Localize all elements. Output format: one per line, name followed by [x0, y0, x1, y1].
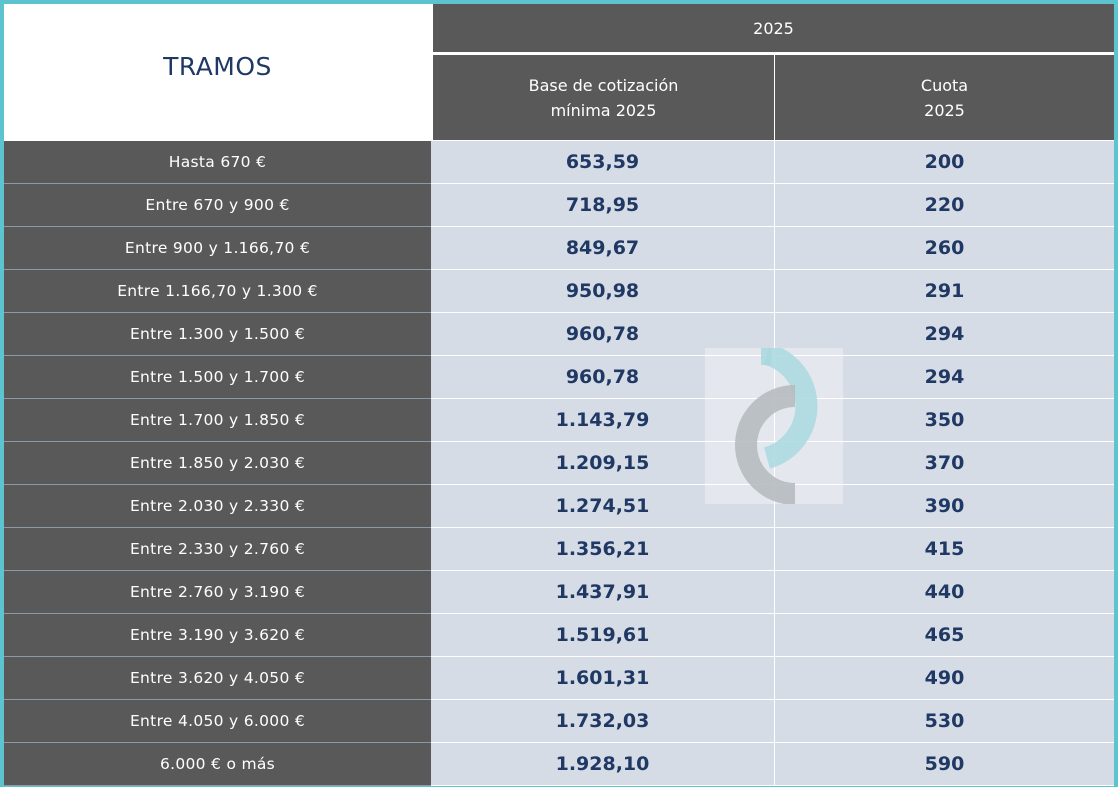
base-cell: 1.274,51	[431, 485, 774, 528]
tramo-cell: Entre 3.190 y 3.620 €	[4, 614, 431, 657]
table-row: Entre 2.760 y 3.190 € 1.437,91 440	[4, 571, 1114, 614]
cuota-cell: 370	[774, 442, 1114, 485]
table-row: Entre 900 y 1.166,70 € 849,67 260	[4, 227, 1114, 270]
cuota-cell: 415	[774, 528, 1114, 571]
cuota-cell: 590	[774, 743, 1114, 786]
base-cell: 849,67	[431, 227, 774, 270]
table-row: 6.000 € o más 1.928,10 590	[4, 743, 1114, 786]
base-cell: 1.732,03	[431, 700, 774, 743]
base-cell: 950,98	[431, 270, 774, 313]
cuota-cell: 294	[774, 356, 1114, 399]
table-row: Entre 2.330 y 2.760 € 1.356,21 415	[4, 528, 1114, 571]
base-cell: 1.519,61	[431, 614, 774, 657]
table-row: Entre 1.500 y 1.700 € 960,78 294	[4, 356, 1114, 399]
base-cell: 1.601,31	[431, 657, 774, 700]
tramo-cell: Entre 1.166,70 y 1.300 €	[4, 270, 431, 313]
tramo-cell: Entre 4.050 y 6.000 €	[4, 700, 431, 743]
base-cell: 1.928,10	[431, 743, 774, 786]
tramo-cell: Entre 2.760 y 3.190 €	[4, 571, 431, 614]
cuota-cell: 390	[774, 485, 1114, 528]
cuota-header: Cuota 2025	[775, 55, 1114, 140]
table-row: Entre 4.050 y 6.000 € 1.732,03 530	[4, 700, 1114, 743]
base-header-line1: Base de cotización	[528, 75, 679, 95]
cuota-cell: 350	[774, 399, 1114, 442]
tramo-cell: Hasta 670 €	[4, 141, 431, 184]
base-header-line2: mínima 2025	[550, 100, 657, 120]
cuota-cell: 490	[774, 657, 1114, 700]
table-row: Entre 670 y 900 € 718,95 220	[4, 184, 1114, 227]
table-row: Entre 1.300 y 1.500 € 960,78 294	[4, 313, 1114, 356]
base-cell: 653,59	[431, 141, 774, 184]
tramo-cell: Entre 670 y 900 €	[4, 184, 431, 227]
table-body: Hasta 670 € 653,59 200 Entre 670 y 900 €…	[4, 141, 1114, 786]
tramo-cell: Entre 1.700 y 1.850 €	[4, 399, 431, 442]
cuota-header-line2: 2025	[924, 100, 965, 120]
table-row: Entre 3.190 y 3.620 € 1.519,61 465	[4, 614, 1114, 657]
tramo-cell: Entre 2.030 y 2.330 €	[4, 485, 431, 528]
tramo-cell: Entre 1.500 y 1.700 €	[4, 356, 431, 399]
table-row: Entre 1.850 y 2.030 € 1.209,15 370	[4, 442, 1114, 485]
table-row: Entre 1.166,70 y 1.300 € 950,98 291	[4, 270, 1114, 313]
tramos-header: TRAMOS	[4, 4, 431, 140]
cuota-cell: 220	[774, 184, 1114, 227]
cuota-cell: 200	[774, 141, 1114, 184]
table-row: Entre 2.030 y 2.330 € 1.274,51 390	[4, 485, 1114, 528]
tramo-cell: Entre 1.850 y 2.030 €	[4, 442, 431, 485]
base-cell: 960,78	[431, 313, 774, 356]
base-cell: 1.209,15	[431, 442, 774, 485]
base-cell: 960,78	[431, 356, 774, 399]
base-header: Base de cotización mínima 2025	[431, 55, 774, 140]
table-row: Hasta 670 € 653,59 200	[4, 141, 1114, 184]
cuota-cell: 294	[774, 313, 1114, 356]
tramo-cell: Entre 1.300 y 1.500 €	[4, 313, 431, 356]
base-cell: 1.356,21	[431, 528, 774, 571]
cuota-cell: 291	[774, 270, 1114, 313]
table-row: Entre 3.620 y 4.050 € 1.601,31 490	[4, 657, 1114, 700]
base-cell: 1.437,91	[431, 571, 774, 614]
tramo-cell: Entre 2.330 y 2.760 €	[4, 528, 431, 571]
table-row: Entre 1.700 y 1.850 € 1.143,79 350	[4, 399, 1114, 442]
tramo-cell: 6.000 € o más	[4, 743, 431, 786]
tramo-cell: Entre 3.620 y 4.050 €	[4, 657, 431, 700]
cuota-cell: 260	[774, 227, 1114, 270]
base-cell: 1.143,79	[431, 399, 774, 442]
year-header: 2025	[431, 4, 1114, 52]
base-cell: 718,95	[431, 184, 774, 227]
tramo-cell: Entre 900 y 1.166,70 €	[4, 227, 431, 270]
cuota-header-line1: Cuota	[920, 75, 969, 95]
cuota-cell: 440	[774, 571, 1114, 614]
cuota-cell: 530	[774, 700, 1114, 743]
cuota-cell: 465	[774, 614, 1114, 657]
